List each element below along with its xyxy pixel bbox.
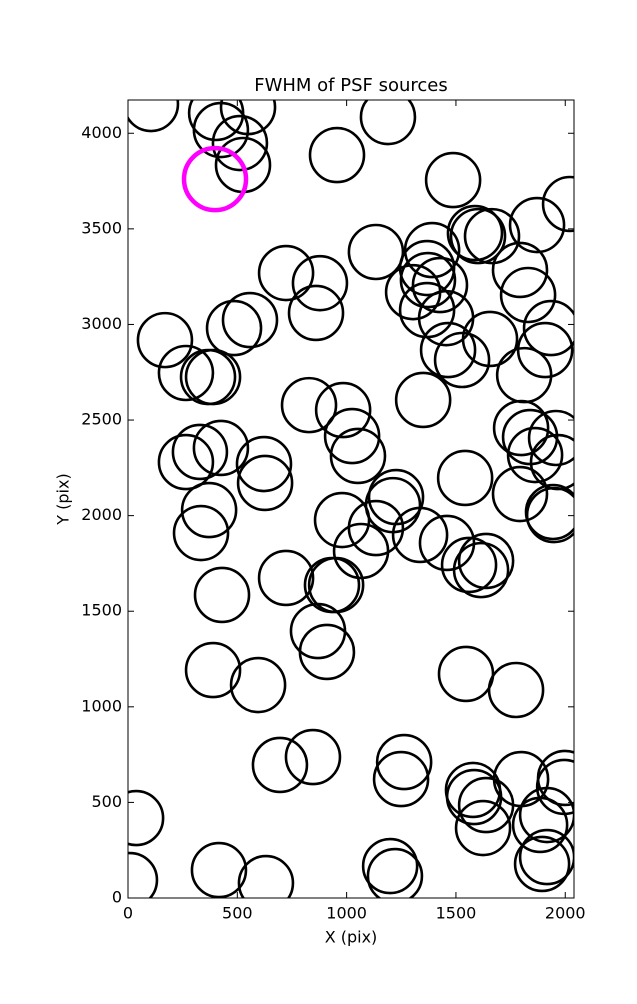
source-circle <box>329 427 387 485</box>
source-circle <box>181 145 249 213</box>
chart-title: FWHM of PSF sources <box>254 75 448 96</box>
source-circle <box>184 641 242 699</box>
y-tick-label: 1500 <box>81 601 122 620</box>
source-circle <box>518 786 574 844</box>
source-circle <box>518 828 574 886</box>
source-circle <box>236 454 294 512</box>
source-circle <box>361 837 419 895</box>
source-circle <box>251 736 309 794</box>
y-tick-label: 2000 <box>81 505 122 524</box>
y-tick-label: 3000 <box>81 314 122 333</box>
y-tick-label: 2500 <box>81 410 122 429</box>
source-circle <box>193 566 251 624</box>
source-circle <box>372 750 430 808</box>
plot-area <box>128 100 574 898</box>
source-circle <box>284 728 342 786</box>
source-circle <box>298 623 356 681</box>
source-circle <box>433 331 491 389</box>
source-circle <box>128 100 180 133</box>
source-circle <box>440 536 498 594</box>
source-circle <box>235 435 293 493</box>
source-circle <box>461 310 519 368</box>
source-circle <box>424 151 482 209</box>
x-axis-label: X (pix) <box>325 928 378 947</box>
source-circle <box>391 506 449 564</box>
source-circle <box>446 204 504 262</box>
source-circle <box>128 851 159 898</box>
source-circle <box>172 504 230 562</box>
source-circle <box>419 321 477 379</box>
source-circle <box>257 549 315 607</box>
x-tick-label: 2000 <box>545 904 586 923</box>
source-circle <box>128 789 165 847</box>
source-circle <box>313 491 371 549</box>
source-circle <box>499 266 557 324</box>
source-circle <box>211 114 269 172</box>
source-circle <box>323 407 381 465</box>
source-circle <box>449 207 507 265</box>
source-circle <box>308 126 366 184</box>
source-circle <box>157 344 215 402</box>
y-tick-label: 3500 <box>81 218 122 237</box>
x-tick-label: 0 <box>123 904 133 923</box>
y-tick-label: 4000 <box>81 123 122 142</box>
source-circle <box>452 541 510 599</box>
source-circle <box>527 409 574 467</box>
source-circle <box>171 423 229 481</box>
source-circle <box>291 254 349 312</box>
y-tick-label: 500 <box>91 792 122 811</box>
x-tick-label: 1500 <box>436 904 477 923</box>
source-circle <box>457 532 515 590</box>
source-circle <box>180 481 238 539</box>
source-circle <box>491 465 549 523</box>
source-circle <box>192 419 250 477</box>
source-circle <box>192 101 250 159</box>
source-circle <box>237 854 295 898</box>
source-circle <box>511 796 569 854</box>
source-circle <box>454 799 512 857</box>
source-circle <box>525 486 574 544</box>
source-circle <box>359 100 417 146</box>
source-circle <box>457 776 515 834</box>
source-circle <box>136 311 194 369</box>
source-circle <box>366 847 424 898</box>
source-circle <box>205 299 263 357</box>
source-circle <box>221 291 279 349</box>
source-circle <box>157 433 215 491</box>
y-tick-label: 0 <box>112 888 122 907</box>
source-circle <box>487 661 545 719</box>
y-axis-label: Y (pix) <box>54 473 73 525</box>
source-circle <box>506 426 564 484</box>
x-tick-label: 500 <box>222 904 253 923</box>
source-circle <box>229 656 287 714</box>
source-circle <box>445 768 503 826</box>
source-circle <box>280 376 338 434</box>
source-circle <box>375 733 433 791</box>
source-circle <box>184 348 242 406</box>
source-circle <box>436 449 494 507</box>
source-circle <box>314 381 372 439</box>
source-circle <box>399 251 457 309</box>
source-circle <box>287 284 345 342</box>
source-circle <box>403 221 461 279</box>
x-tick-label: 1000 <box>326 904 367 923</box>
source-circle <box>491 241 549 299</box>
y-tick-label: 1000 <box>81 696 122 715</box>
source-circle <box>463 207 521 265</box>
source-circle <box>190 841 248 898</box>
source-circle <box>541 175 574 233</box>
plot-frame <box>127 99 575 899</box>
source-circle <box>508 196 566 254</box>
source-circle <box>257 244 315 302</box>
source-circle <box>513 835 571 893</box>
source-circle <box>492 399 550 457</box>
source-circle <box>347 223 405 281</box>
source-circle <box>394 371 452 429</box>
source-circle <box>522 299 574 357</box>
source-circle <box>411 256 469 314</box>
